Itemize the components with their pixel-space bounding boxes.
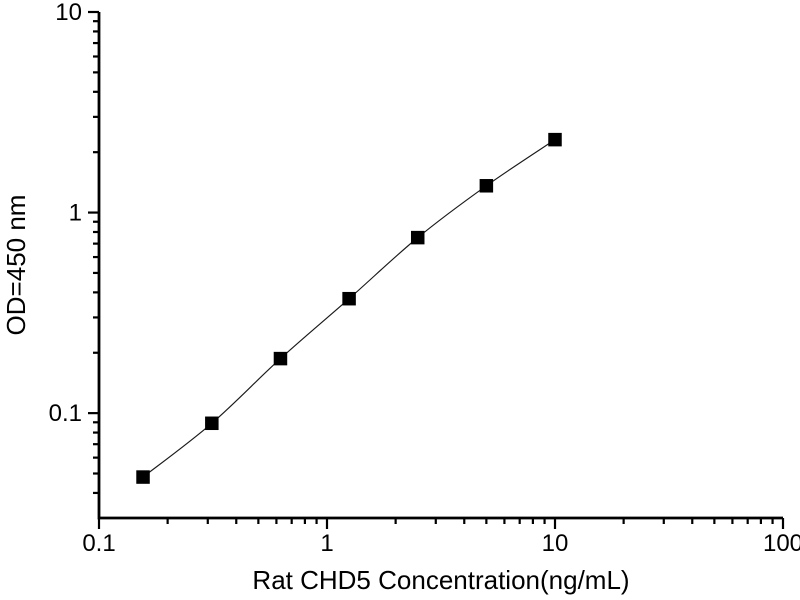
axis-lines bbox=[97, 12, 783, 520]
y-axis-title: OD=450 nm bbox=[1, 195, 31, 336]
axis-ticks bbox=[88, 10, 785, 529]
data-point-marker bbox=[342, 291, 356, 306]
data-point-marker bbox=[479, 179, 494, 193]
x-tick-label: 0.1 bbox=[82, 530, 115, 557]
axes bbox=[97, 12, 783, 520]
data-point-marker bbox=[548, 132, 562, 147]
data-point-marker bbox=[273, 351, 288, 366]
axis-tick-labels: 0.1 1 10 100 0.1 1 10 bbox=[49, 0, 800, 557]
data-point-marker bbox=[410, 230, 425, 245]
y-tick-label: 10 bbox=[55, 0, 82, 26]
y-tick-label: 1 bbox=[69, 200, 82, 227]
x-tick-label: 1 bbox=[320, 530, 333, 557]
series-line bbox=[142, 139, 556, 478]
x-axis-title: Rat CHD5 Concentration(ng/mL) bbox=[252, 565, 629, 595]
data-point-marker bbox=[136, 470, 150, 484]
data-series bbox=[136, 132, 562, 484]
x-tick-label: 100 bbox=[763, 530, 800, 557]
y-tick-label: 0.1 bbox=[49, 400, 82, 427]
x-tick-label: 10 bbox=[542, 530, 569, 557]
data-point-marker bbox=[205, 416, 219, 431]
